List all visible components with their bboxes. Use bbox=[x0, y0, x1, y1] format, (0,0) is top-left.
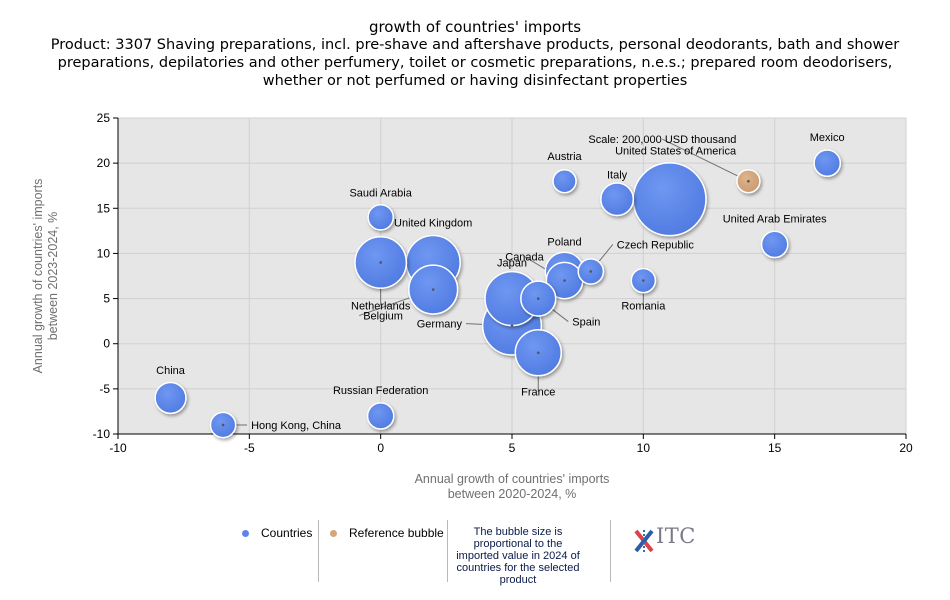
bubbles bbox=[154, 149, 842, 439]
bubble-label: Czech Republic bbox=[617, 239, 695, 251]
leader-dot bbox=[510, 324, 514, 327]
x-axis-title: Annual growth of countries' imports bbox=[415, 472, 610, 486]
itc-logo-icon bbox=[634, 529, 654, 553]
legend-countries[interactable]: Countries bbox=[242, 526, 312, 540]
bubble-label: Japan bbox=[497, 258, 527, 270]
bubble-united-arab-emirates bbox=[760, 230, 789, 259]
x-tick-label: 5 bbox=[509, 441, 516, 455]
x-tick-label: 15 bbox=[768, 441, 782, 455]
bubble-label: United Kingdom bbox=[394, 217, 472, 229]
bubble-china bbox=[154, 381, 187, 415]
bubble-united-states-of-america bbox=[632, 162, 707, 237]
bubble-label: Scale: 200,000 USD thousand bbox=[588, 134, 736, 146]
x-tick-label: 20 bbox=[899, 441, 913, 455]
leader-dot bbox=[431, 288, 435, 291]
bubble-label: Russian Federation bbox=[333, 385, 428, 397]
bubble-label: Poland bbox=[547, 236, 581, 248]
x-tick-label: 10 bbox=[637, 441, 651, 455]
bubble-label: Germany bbox=[417, 319, 463, 331]
bubble-labels: United States of America Germany United Ki… bbox=[156, 132, 844, 432]
legend-divider bbox=[447, 520, 448, 582]
leader-dot bbox=[221, 423, 225, 427]
leader-dot bbox=[536, 351, 540, 355]
itc-logo-text: ITC bbox=[656, 524, 696, 548]
chart-subtitle: Product: 3307 Shaving preparations, incl… bbox=[50, 37, 900, 89]
bubble-mexico bbox=[813, 149, 842, 178]
leader-dot bbox=[563, 279, 566, 282]
legend: Countries Reference bubble The bubble si… bbox=[228, 520, 728, 586]
legend-reference-label: Reference bubble bbox=[349, 526, 444, 540]
y-tick-label: -10 bbox=[93, 427, 111, 441]
bubble-label: Belgium bbox=[363, 311, 403, 323]
bubble-austria bbox=[552, 168, 577, 194]
bubble-russian-federation bbox=[366, 402, 395, 430]
bubble-label: Canada bbox=[505, 252, 544, 264]
y-tick-label: 15 bbox=[97, 201, 111, 215]
bubble-label: Saudi Arabia bbox=[349, 187, 412, 199]
bubble-label: China bbox=[156, 365, 186, 377]
bubble-label: Netherlands bbox=[351, 300, 411, 312]
leader-line bbox=[662, 138, 749, 182]
bubble-label: France bbox=[521, 387, 555, 399]
leader-dot bbox=[747, 179, 750, 183]
bubble-label: Austria bbox=[547, 151, 582, 163]
legend-reference[interactable]: Reference bubble bbox=[330, 526, 444, 540]
y-tick-label: 20 bbox=[97, 156, 111, 170]
chart-title-block: growth of countries' imports Product: 33… bbox=[0, 18, 950, 90]
legend-divider bbox=[318, 520, 319, 582]
legend-note: The bubble size is proportional to the i… bbox=[456, 526, 580, 586]
bubble-chart: -10 -5 0 5 10 15 20 -10 -5 0 5 10 15 20 25 United Stat… bbox=[31, 111, 913, 501]
axes: -10 -5 0 5 10 15 20 -10 -5 0 5 10 15 20 25 bbox=[93, 111, 913, 455]
bubble-label: United Arab Emirates bbox=[723, 213, 827, 225]
reference-marker-icon bbox=[330, 530, 337, 538]
bubble-label: Spain bbox=[572, 317, 600, 329]
x-tick-label: -5 bbox=[244, 441, 255, 455]
leader-dot bbox=[642, 279, 645, 282]
x-tick-label: 0 bbox=[377, 441, 384, 455]
y-axis-title: Annual growth of countries' imports betw… bbox=[31, 179, 60, 374]
bubble-label: Hong Kong, China bbox=[251, 420, 342, 432]
leader-dot bbox=[589, 270, 593, 273]
bubble-italy bbox=[600, 182, 635, 217]
bubble-label: United States of America bbox=[615, 145, 737, 157]
countries-marker-icon bbox=[242, 530, 249, 538]
leader-dot bbox=[379, 261, 382, 264]
bubble-label: Mexico bbox=[810, 132, 845, 144]
y-tick-label: 0 bbox=[103, 337, 110, 351]
bubble-label: Romania bbox=[621, 301, 666, 313]
chart-title: growth of countries' imports bbox=[368, 18, 582, 36]
x-tick-label: -10 bbox=[109, 441, 127, 455]
x-axis-title-line2: between 2020-2024, % bbox=[448, 487, 577, 501]
bubble-label: Italy bbox=[607, 169, 628, 181]
leader-dot bbox=[536, 297, 540, 300]
y-tick-label: 5 bbox=[103, 292, 110, 306]
bubble-saudi-arabia bbox=[367, 203, 395, 231]
y-tick-label: 10 bbox=[97, 246, 111, 260]
y-tick-label: -5 bbox=[99, 382, 110, 396]
svg-text:Annual growth of countries' im: Annual growth of countries' imports bbox=[31, 179, 45, 374]
svg-text:between 2023-2024, %: between 2023-2024, % bbox=[46, 212, 60, 341]
y-tick-label: 25 bbox=[97, 111, 111, 125]
legend-divider bbox=[610, 520, 611, 582]
legend-countries-label: Countries bbox=[261, 526, 313, 540]
